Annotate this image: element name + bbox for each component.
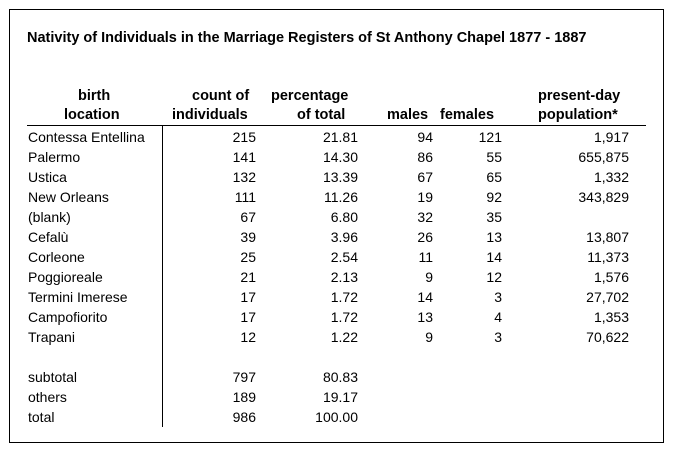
table-row-8-count-cell: 17 <box>240 289 256 305</box>
total-row-0-location-cell: subtotal <box>28 369 78 385</box>
header-pop-line2: population* <box>538 107 618 123</box>
header-males: males <box>387 107 429 123</box>
table-row-2-females-cell: 65 <box>486 169 502 185</box>
table-row-5-males-cell: 26 <box>417 229 433 245</box>
table-row-10-males-cell: 9 <box>425 329 433 345</box>
table-row-5-location-cell: Cefalù <box>28 229 69 245</box>
table-row-6-males-cell: 11 <box>418 249 433 265</box>
header-pct-line1: percentage <box>271 88 349 104</box>
table-row-7-females-cell: 12 <box>486 269 502 285</box>
table-row-9-percentage-cell: 1.72 <box>330 309 358 325</box>
table-row-9-females-cell: 4 <box>494 309 502 325</box>
table-row-1-males-cell: 86 <box>417 149 433 165</box>
table-title: Nativity of Individuals in the Marriage … <box>27 30 587 46</box>
table-row-5-percentage-cell: 3.96 <box>330 229 358 245</box>
table-row-7-count-cell: 21 <box>240 269 256 285</box>
table-row-3-location-cell: New Orleans <box>28 189 109 205</box>
table-row-10-percentage-cell: 1.22 <box>330 329 358 345</box>
table-row-10-females-cell: 3 <box>494 329 502 345</box>
table-row-5-population-cell: 13,807 <box>586 229 629 245</box>
table-row-8-population-cell: 27,702 <box>586 289 629 305</box>
table-row-1-count-cell: 141 <box>232 149 256 165</box>
table-row-2-count-cell: 132 <box>232 169 256 185</box>
table-row-0-males-cell: 94 <box>417 129 433 145</box>
table-row-6-count-cell: 25 <box>240 249 256 265</box>
header-pct-line2: of total <box>297 107 346 123</box>
table-row-1-location-cell: Palermo <box>28 149 81 165</box>
total-row-0-count-cell: 797 <box>232 369 256 385</box>
table-row-8-males-cell: 14 <box>417 289 433 305</box>
table-row-10-population-cell: 70,622 <box>586 329 629 345</box>
table-row-5-females-cell: 13 <box>486 229 502 245</box>
table-row-6-location-cell: Corleone <box>28 249 85 265</box>
table-row-3-percentage-cell: 11.26 <box>324 189 358 205</box>
total-row-1-count-cell: 189 <box>232 389 256 405</box>
table-row-8-females-cell: 3 <box>494 289 502 305</box>
table-row-4-count-cell: 67 <box>240 209 256 225</box>
table-row-9-location-cell: Campofiorito <box>28 309 108 325</box>
header-count-line2: individuals <box>172 107 248 123</box>
table-row-3-population-cell: 343,829 <box>578 189 629 205</box>
table-row-8-location-cell: Termini Imerese <box>28 289 128 305</box>
table-row-6-percentage-cell: 2.54 <box>330 249 358 265</box>
table-row-10-location-cell: Trapani <box>28 329 75 345</box>
table-row-2-percentage-cell: 13.39 <box>322 169 358 185</box>
table-row-3-females-cell: 92 <box>486 189 502 205</box>
table-row-2-population-cell: 1,332 <box>593 169 629 185</box>
header-females: females <box>440 107 495 123</box>
header-rule <box>27 125 646 126</box>
total-row-1-location-cell: others <box>28 389 67 405</box>
header-count-line1: count of <box>192 88 250 104</box>
table-row-9-population-cell: 1,353 <box>593 309 629 325</box>
total-row-2-percentage-cell: 100.00 <box>315 409 358 425</box>
table-row-3-males-cell: 19 <box>417 189 433 205</box>
table-row-0-percentage-cell: 21.81 <box>322 129 358 145</box>
table-row-9-count-cell: 17 <box>240 309 256 325</box>
table-row-5-count-cell: 39 <box>240 229 256 245</box>
table-row-1-percentage-cell: 14.30 <box>322 149 358 165</box>
table-row-9-males-cell: 13 <box>417 309 433 325</box>
table-row-4-males-cell: 32 <box>417 209 433 225</box>
table-frame <box>9 9 664 443</box>
location-column-rule <box>162 125 163 427</box>
header-birth-line1: birth <box>78 88 111 104</box>
table-row-4-location-cell: (blank) <box>28 209 71 225</box>
table-row-7-males-cell: 9 <box>425 269 433 285</box>
table-row-4-females-cell: 35 <box>486 209 502 225</box>
table-row-0-location-cell: Contessa Entellina <box>28 129 145 145</box>
header-pop-line1: present-day <box>538 88 621 104</box>
header-birth-line2: location <box>64 107 120 123</box>
table-row-1-population-cell: 655,875 <box>578 149 629 165</box>
table-row-2-location-cell: Ustica <box>28 169 67 185</box>
table-row-3-count-cell: 111 <box>234 189 256 205</box>
table-row-7-location-cell: Poggioreale <box>28 269 103 285</box>
table-row-0-count-cell: 215 <box>232 129 256 145</box>
total-row-1-percentage-cell: 19.17 <box>322 389 358 405</box>
table-row-10-count-cell: 12 <box>240 329 256 345</box>
table-row-2-males-cell: 67 <box>417 169 433 185</box>
table-row-8-percentage-cell: 1.72 <box>330 289 358 305</box>
table-row-7-percentage-cell: 2.13 <box>330 269 358 285</box>
table-row-6-females-cell: 14 <box>486 249 502 265</box>
table-row-4-percentage-cell: 6.80 <box>330 209 358 225</box>
total-row-2-location-cell: total <box>28 409 55 425</box>
total-row-2-count-cell: 986 <box>232 409 256 425</box>
table-row-0-population-cell: 1,917 <box>593 129 629 145</box>
table-row-1-females-cell: 55 <box>486 149 502 165</box>
total-row-0-percentage-cell: 80.83 <box>322 369 358 385</box>
table-row-7-population-cell: 1,576 <box>593 269 629 285</box>
table-row-0-females-cell: 121 <box>478 129 502 145</box>
table-row-6-population-cell: 11,373 <box>587 249 629 265</box>
